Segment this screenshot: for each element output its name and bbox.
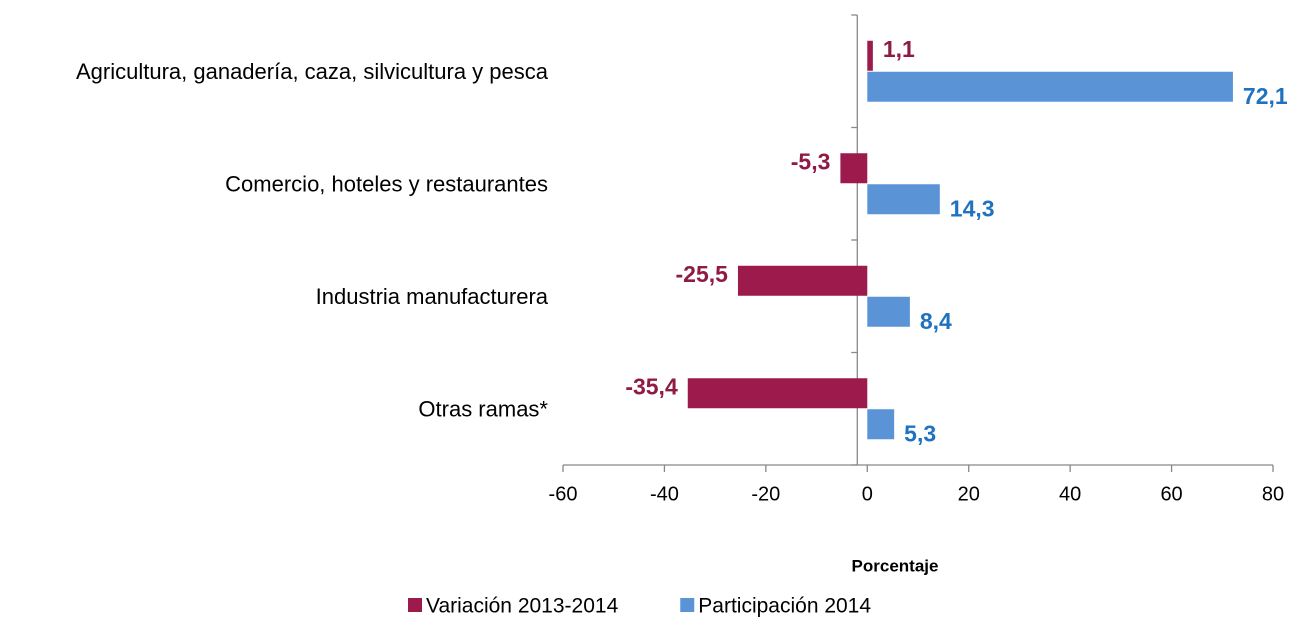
x-axis-label: Porcentaje [852, 556, 939, 575]
legend-swatch [680, 598, 695, 612]
data-label: 1,1 [883, 36, 915, 62]
bar [867, 71, 1233, 102]
data-label: 5,3 [904, 420, 936, 446]
category-label: Otras ramas* [418, 397, 548, 422]
x-tick-label: 80 [1262, 483, 1284, 505]
legend-label: Variación 2013-2014 [426, 595, 619, 618]
x-tick-label: -60 [549, 483, 578, 505]
data-label: -25,5 [676, 261, 729, 287]
x-tick-label: 60 [1160, 483, 1182, 505]
x-tick-label: 0 [862, 483, 873, 505]
data-label: -35,4 [625, 373, 678, 399]
data-label: 14,3 [950, 195, 995, 221]
bar [737, 265, 868, 296]
data-label: 8,4 [920, 308, 952, 334]
x-tick-label: 40 [1059, 483, 1081, 505]
bar [867, 40, 873, 71]
x-tick-label: -20 [751, 483, 780, 505]
x-tick-label: -40 [650, 483, 679, 505]
legend-swatch [408, 598, 422, 612]
category-label: Comercio, hoteles y restaurantes [225, 172, 548, 197]
data-label: 72,1 [1243, 83, 1288, 109]
x-tick-label: 20 [958, 483, 980, 505]
category-label: Industria manufacturera [316, 284, 549, 309]
bar [867, 409, 895, 440]
bar [687, 378, 868, 409]
bar [867, 184, 940, 215]
category-label: Agricultura, ganadería, caza, silvicultu… [76, 59, 549, 84]
data-label: -5,3 [791, 148, 831, 174]
bar [840, 153, 868, 184]
legend-label: Participación 2014 [698, 595, 871, 618]
bar [867, 296, 910, 327]
